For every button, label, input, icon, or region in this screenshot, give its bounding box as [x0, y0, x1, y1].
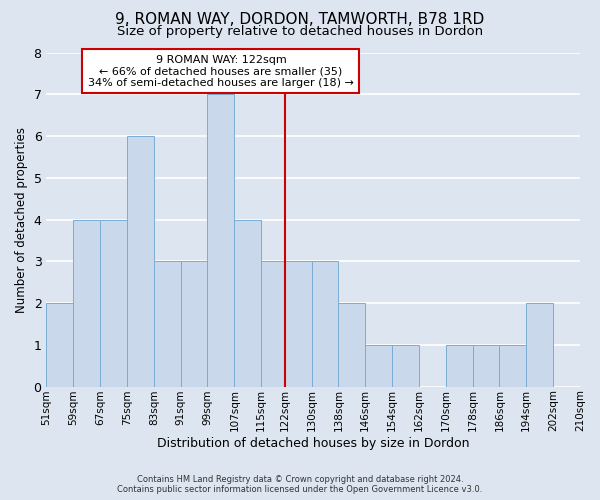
Bar [311, 262, 338, 386]
Bar [46, 303, 73, 386]
Bar [73, 220, 100, 386]
Y-axis label: Number of detached properties: Number of detached properties [15, 126, 28, 312]
X-axis label: Distribution of detached houses by size in Dordon: Distribution of detached houses by size … [157, 437, 469, 450]
Bar [261, 262, 284, 386]
Bar [100, 220, 127, 386]
Bar [181, 262, 208, 386]
Bar [499, 345, 526, 387]
Bar [473, 345, 499, 387]
Bar [154, 262, 181, 386]
Bar [392, 345, 419, 387]
Bar [526, 303, 553, 386]
Bar [127, 136, 154, 386]
Bar [446, 345, 473, 387]
Bar [284, 262, 311, 386]
Bar [365, 345, 392, 387]
Text: 9 ROMAN WAY: 122sqm
← 66% of detached houses are smaller (35)
34% of semi-detach: 9 ROMAN WAY: 122sqm ← 66% of detached ho… [88, 54, 354, 88]
Text: 9, ROMAN WAY, DORDON, TAMWORTH, B78 1RD: 9, ROMAN WAY, DORDON, TAMWORTH, B78 1RD [115, 12, 485, 28]
Bar [338, 303, 365, 386]
Text: Size of property relative to detached houses in Dordon: Size of property relative to detached ho… [117, 25, 483, 38]
Text: Contains HM Land Registry data © Crown copyright and database right 2024.
Contai: Contains HM Land Registry data © Crown c… [118, 474, 482, 494]
Bar [235, 220, 261, 386]
Bar [208, 94, 235, 387]
